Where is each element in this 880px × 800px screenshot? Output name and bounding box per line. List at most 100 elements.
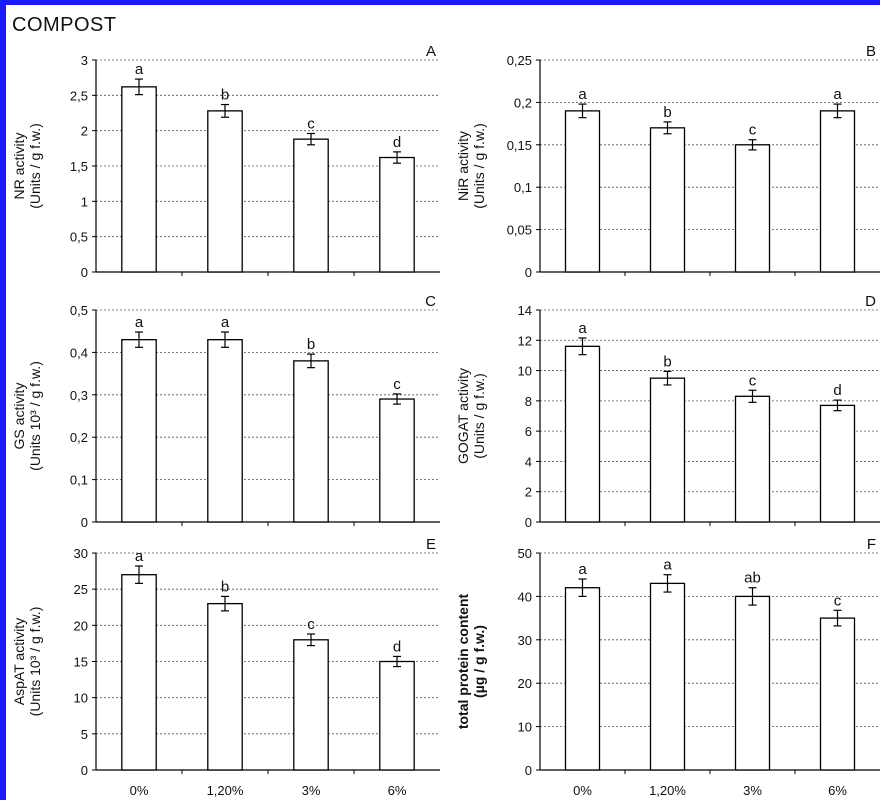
y-tick-label: 20 xyxy=(74,618,88,633)
panel-letter: F xyxy=(867,536,876,553)
panel-e: 0 5 10 15 20 25 30 a 0% b 1,20% c 3% d 6% E AspAT activi… xyxy=(11,536,440,798)
y-tick-label: 0,5 xyxy=(70,303,88,318)
y-tick-label: 1,5 xyxy=(70,159,88,174)
y-axis-label-units: (Units / g f.w.) xyxy=(27,123,43,209)
y-axis-label: total protein content xyxy=(455,594,471,730)
y-tick-label: 15 xyxy=(74,655,88,670)
bar xyxy=(207,602,243,771)
bar xyxy=(207,110,243,273)
y-tick-label: 0,4 xyxy=(70,345,88,360)
significance-letter: b xyxy=(221,578,229,595)
significance-letter: a xyxy=(578,561,587,578)
significance-letter: a xyxy=(833,86,842,103)
panel-c: 0 0,1 0,2 0,3 0,4 0,5 a a b c C GS activity (Units 1… xyxy=(11,293,440,530)
y-tick-label: 20 xyxy=(518,676,532,691)
bar xyxy=(293,639,329,771)
panel-letter: B xyxy=(866,43,876,60)
y-tick-label: 3 xyxy=(81,53,88,68)
y-tick-label: 8 xyxy=(525,394,532,409)
y-tick-label: 0,15 xyxy=(507,138,532,153)
y-axis-label: NiR activity xyxy=(455,131,471,201)
x-tick-label: 6% xyxy=(828,783,847,798)
x-tick-label: 0% xyxy=(573,783,592,798)
significance-letter: c xyxy=(749,122,757,139)
y-axis-label: GOGAT activity xyxy=(455,368,471,464)
y-tick-label: 0,3 xyxy=(70,388,88,403)
y-tick-label: 50 xyxy=(518,546,532,561)
significance-letter: c xyxy=(834,592,842,609)
bar xyxy=(207,339,243,523)
bar xyxy=(649,127,686,273)
bar xyxy=(121,86,157,273)
y-tick-label: 5 xyxy=(81,727,88,742)
y-tick-label: 10 xyxy=(518,720,532,735)
y-tick-label: 0,2 xyxy=(514,95,532,110)
y-tick-label: 0,5 xyxy=(70,230,88,245)
bar xyxy=(649,377,686,523)
panel-letter: C xyxy=(425,293,436,310)
y-tick-label: 10 xyxy=(518,364,532,379)
significance-letter: c xyxy=(749,372,757,389)
y-tick-label: 14 xyxy=(518,303,532,318)
y-tick-label: 2,5 xyxy=(70,88,88,103)
panel-d: 0 2 4 6 8 10 12 14 a b c d D GOGAT activity (Units / g… xyxy=(455,293,880,530)
y-tick-label: 10 xyxy=(74,691,88,706)
bar xyxy=(293,138,329,273)
bar xyxy=(734,144,771,273)
x-tick-label: 3% xyxy=(743,783,762,798)
bar xyxy=(379,398,415,523)
y-tick-label: 0,25 xyxy=(507,53,532,68)
bar xyxy=(121,574,157,771)
panel-b: 0 0,05 0,1 0,15 0,2 0,25 a b c a B NiR activity (Uni… xyxy=(455,43,880,280)
y-axis-label-units: (Units / g f.w.) xyxy=(471,373,487,459)
significance-letter: a xyxy=(221,314,230,331)
y-axis-label: AspAT activity xyxy=(11,618,27,705)
significance-letter: a xyxy=(135,61,144,78)
significance-letter: a xyxy=(578,320,587,337)
bar xyxy=(819,404,856,523)
y-tick-label: 2 xyxy=(525,485,532,500)
y-tick-label: 0 xyxy=(525,763,532,778)
significance-letter: d xyxy=(833,382,841,399)
significance-letter: d xyxy=(393,638,401,655)
significance-letter: b xyxy=(307,336,315,353)
y-tick-label: 0,1 xyxy=(514,180,532,195)
panel-a: 0 0,5 1 1,5 2 2,5 3 a b c d A NR activity (Units / g … xyxy=(11,43,440,280)
figure-title: COMPOST xyxy=(12,14,117,36)
bar xyxy=(564,587,601,771)
y-tick-label: 25 xyxy=(74,582,88,597)
y-axis-label-units: (Units 10³ / g f.w.) xyxy=(27,607,43,717)
bar xyxy=(293,360,329,523)
y-tick-label: 4 xyxy=(525,454,532,469)
significance-letter: a xyxy=(135,548,144,565)
y-tick-label: 0 xyxy=(525,515,532,530)
y-tick-label: 1 xyxy=(81,194,88,209)
significance-letter: c xyxy=(307,616,315,633)
significance-letter: c xyxy=(307,115,315,132)
y-axis-label-units: (Units 10³ / g f.w.) xyxy=(27,361,43,471)
significance-letter: b xyxy=(663,104,671,121)
significance-letter: b xyxy=(663,353,671,370)
bar xyxy=(819,617,856,771)
significance-letter: ab xyxy=(744,570,761,587)
y-axis-label: GS activity xyxy=(11,383,27,450)
bar xyxy=(379,660,415,771)
y-tick-label: 0,1 xyxy=(70,473,88,488)
significance-letter: a xyxy=(578,86,587,103)
bar xyxy=(379,156,415,273)
y-tick-label: 0 xyxy=(525,265,532,280)
x-tick-label: 3% xyxy=(302,783,321,798)
y-tick-label: 30 xyxy=(518,633,532,648)
panel-letter: A xyxy=(426,43,436,60)
y-tick-label: 6 xyxy=(525,424,532,439)
bar xyxy=(734,395,771,523)
y-tick-label: 0 xyxy=(81,515,88,530)
y-tick-label: 30 xyxy=(74,546,88,561)
x-tick-label: 0% xyxy=(130,783,149,798)
x-tick-label: 1,20% xyxy=(207,783,244,798)
y-tick-label: 0 xyxy=(81,763,88,778)
significance-letter: b xyxy=(221,87,229,104)
